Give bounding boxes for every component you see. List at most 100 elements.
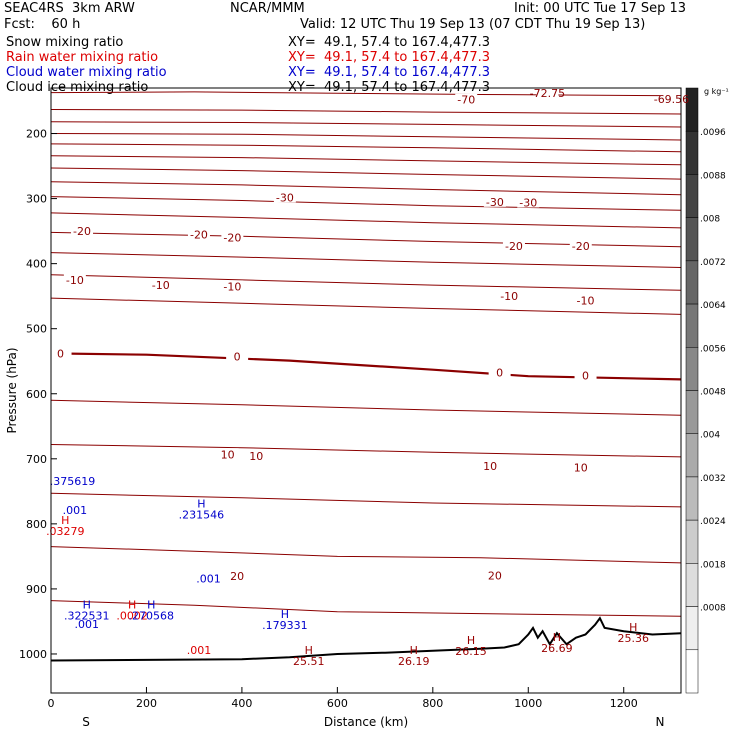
isotherm-label-bg	[273, 191, 296, 203]
field-name-rain: Rain water mixing ratio	[6, 50, 159, 65]
isotherms	[50, 91, 682, 617]
x-axis-label: Distance (km)	[324, 715, 408, 729]
max-marker: H	[553, 631, 561, 644]
max-value: 26.19	[398, 655, 430, 668]
x-tick-label: 800	[422, 697, 443, 710]
max-marker: H	[410, 644, 418, 657]
colorbar-swatch	[685, 606, 699, 651]
isotherm-label-bg	[502, 240, 525, 252]
max-marker: H	[197, 498, 205, 511]
isotherm-label-bg	[517, 196, 540, 208]
isotherm-label-bg	[245, 450, 268, 462]
maximum-labels: H.03279H.0002.001H.231546H.322531H.27056…	[46, 475, 649, 668]
isotherm-label: -10	[223, 280, 241, 293]
max-value: 25.36	[618, 632, 650, 645]
field-xy-rain: XY= 49.1, 57.4 to 167.4,477.3	[288, 50, 491, 65]
colorbar-label: .0088	[700, 171, 726, 181]
max-marker: H	[83, 598, 91, 611]
isotherm-line	[50, 143, 682, 153]
isotherm-label: -72.75	[530, 87, 565, 100]
isotherm-line	[50, 181, 682, 196]
isotherm-line	[50, 196, 682, 211]
isotherm-line	[50, 252, 682, 268]
colorbar-label: .0008	[700, 604, 726, 614]
isotherm-label: -20	[73, 225, 91, 238]
y-tick-label: 800	[26, 518, 47, 531]
isotherm-label: -10	[500, 290, 518, 303]
isotherm-label: 20	[488, 569, 502, 582]
isotherm-label-bg	[226, 569, 249, 581]
isotherm-label: -70	[457, 94, 475, 107]
colorbar-label: .0064	[700, 301, 726, 311]
y-tick-label: 500	[26, 323, 47, 336]
colorbar-swatch	[685, 303, 699, 348]
isotherm-label: 0	[57, 347, 64, 360]
max-marker: .375619	[50, 475, 96, 488]
isotherm-line	[50, 91, 682, 97]
field-name-cloud-water: Cloud water mixing ratio	[6, 65, 167, 80]
max-value: .0002	[116, 609, 148, 622]
x-tick-label: 0	[48, 697, 55, 710]
max-marker: H	[305, 644, 313, 657]
max-marker: H	[128, 598, 136, 611]
max-value: .270568	[128, 609, 174, 622]
organization: NCAR/MMM	[230, 1, 305, 16]
colorbar-swatch	[685, 130, 699, 175]
y-tick-label: 200	[26, 128, 47, 141]
max-marker: .001	[196, 572, 221, 585]
isotherm-label: 0	[234, 351, 241, 364]
south-label: S	[82, 715, 90, 729]
x-tick-label: 1200	[610, 697, 638, 710]
y-tick-label: 300	[26, 193, 47, 206]
isotherm-label-bg	[71, 225, 94, 237]
isotherm-label-bg	[187, 228, 210, 240]
terrain-line	[50, 616, 682, 662]
isotherm-line	[50, 546, 682, 564]
isotherm-label: 0	[496, 366, 503, 379]
isotherm-label: 10	[249, 450, 263, 463]
isotherm-label-bg	[216, 448, 239, 460]
isotherm-label-bg	[660, 93, 683, 105]
x-tick-label: 200	[136, 697, 157, 710]
max-marker: H	[281, 608, 289, 621]
colorbar-swatch	[685, 347, 699, 391]
isotherm-label: 0	[582, 370, 589, 383]
max-marker: H	[147, 598, 155, 611]
valid-time: Valid: 12 UTC Thu 19 Sep 13 (07 CDT Thu …	[300, 17, 646, 32]
max-value: 26.69	[541, 642, 573, 655]
isotherm-label: -10	[577, 295, 595, 308]
colorbar-swatch	[685, 390, 699, 434]
isotherm-line	[50, 600, 682, 617]
isotherm-label-bg	[221, 231, 244, 243]
isotherm-label-bg	[574, 369, 597, 381]
y-tick-label: 700	[26, 453, 47, 466]
max-marker: .001	[75, 618, 100, 631]
isotherm-label-bg	[63, 273, 86, 285]
isotherm-label-bg	[49, 347, 72, 359]
colorbar: .0096 .0088 .008 .0072 .0064 .0056 .0048 .004 .0…	[685, 87, 729, 694]
isotherm-label-bg	[149, 279, 172, 291]
model-title: SEAC4RS 3km ARW	[4, 1, 135, 16]
colorbar-label: .004	[700, 431, 720, 441]
isotherm-label-bg	[488, 366, 511, 378]
terrain-profile	[50, 616, 682, 662]
colorbar-swatch	[685, 217, 699, 262]
max-marker: H	[629, 621, 637, 634]
isotherm-label: -69.56	[654, 93, 689, 106]
isotherm-label: -20	[572, 240, 590, 253]
colorbar-swatch	[685, 649, 699, 694]
field-xy-snow: XY= 49.1, 57.4 to 167.4,477.3	[288, 35, 491, 50]
isotherm-label-bg	[569, 240, 592, 252]
max-value: 25.51	[293, 655, 325, 668]
max-value: .322531	[64, 609, 110, 622]
isotherm-label-bg	[221, 280, 244, 292]
isotherm-label-bg	[569, 461, 592, 473]
init-time: Init: 00 UTC Tue 17 Sep 13	[514, 1, 687, 16]
isotherm-label-bg	[498, 290, 521, 302]
isotherm-label: 10	[483, 460, 497, 473]
isotherm-labels: -72.75 -69.56 -70 -30 -30 -30 -20 -20 -20 -20 -20 -…	[49, 87, 689, 583]
isotherm-label-bg	[479, 459, 502, 471]
isotherm-label: -30	[486, 196, 504, 209]
isotherm-line	[50, 167, 682, 180]
